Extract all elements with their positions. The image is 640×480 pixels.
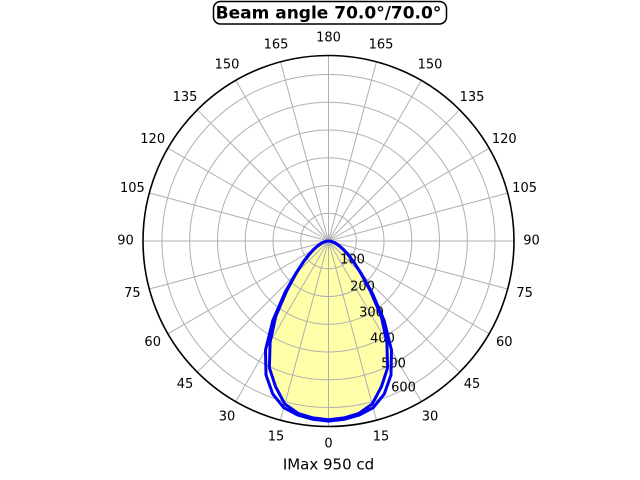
beam-curve-c90 bbox=[264, 239, 393, 423]
grid-spoke bbox=[328, 147, 490, 242]
grid-spoke bbox=[328, 240, 508, 290]
angle-tick-label: 15 bbox=[373, 430, 390, 445]
grid-spoke bbox=[149, 240, 329, 290]
grid-spoke bbox=[167, 240, 329, 335]
angle-tick-label: 45 bbox=[177, 377, 194, 392]
radial-tick-label: 500 bbox=[381, 357, 406, 372]
angle-tick-label: 105 bbox=[120, 181, 145, 196]
angle-tick-label: 135 bbox=[460, 90, 485, 105]
grid-spoke bbox=[196, 109, 329, 242]
grid-spoke bbox=[328, 240, 377, 421]
angle-tick-label: 75 bbox=[516, 286, 533, 301]
title-box bbox=[212, 0, 448, 25]
angle-tick-label: 180 bbox=[316, 31, 341, 46]
angle-tick-label: 90 bbox=[117, 234, 134, 249]
angle-tick-label: 165 bbox=[369, 37, 394, 52]
grid-spoke bbox=[167, 147, 329, 242]
angle-tick-label: 150 bbox=[418, 58, 443, 73]
angle-tick-label: 120 bbox=[140, 132, 165, 147]
outer-circle bbox=[142, 54, 515, 428]
chart-title: Beam angle 70.0°/70.0° bbox=[216, 3, 442, 23]
grid-spoke bbox=[280, 61, 329, 242]
grid-spoke bbox=[235, 80, 329, 242]
grid-spoke bbox=[328, 80, 422, 242]
grid-spoke bbox=[328, 109, 461, 242]
angle-tick-label: 15 bbox=[268, 430, 285, 445]
imax-label: IMax 950 cd bbox=[283, 456, 374, 474]
angle-tick-label: 120 bbox=[492, 132, 517, 147]
angle-tick-label: 60 bbox=[496, 335, 513, 350]
grid-spoke bbox=[328, 240, 490, 335]
angle-tick-label: 60 bbox=[144, 335, 161, 350]
grid-spoke bbox=[328, 240, 461, 373]
polar-grid bbox=[143, 55, 514, 427]
grid-spoke bbox=[196, 240, 329, 373]
grid-spoke bbox=[328, 61, 377, 242]
angle-tick-label: 30 bbox=[219, 409, 236, 424]
angle-tick-label: 135 bbox=[173, 90, 198, 105]
grid-spoke bbox=[235, 240, 329, 402]
angle-tick-label: 30 bbox=[422, 409, 439, 424]
angle-tick-label: 90 bbox=[523, 234, 540, 249]
angle-tick-label: 105 bbox=[512, 181, 537, 196]
angle-tick-label: 75 bbox=[124, 286, 141, 301]
grid-spoke bbox=[149, 192, 329, 242]
grid-spoke bbox=[280, 240, 329, 421]
angle-tick-label: 150 bbox=[215, 58, 240, 73]
radial-tick-label: 600 bbox=[391, 381, 416, 396]
grid-spoke bbox=[328, 240, 422, 402]
angle-tick-label: 165 bbox=[264, 37, 289, 52]
angle-tick-label: 45 bbox=[464, 377, 481, 392]
grid-spoke bbox=[328, 192, 508, 242]
angle-tick-label: 0 bbox=[324, 437, 332, 452]
